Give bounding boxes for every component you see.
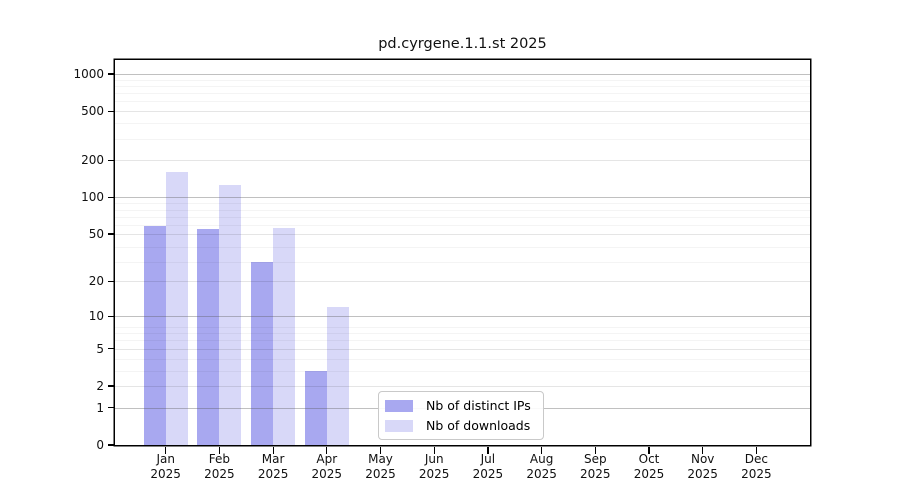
x-tick-label: Jul 2025 xyxy=(472,452,504,481)
y-axis-tick xyxy=(108,444,115,446)
y-axis-tick xyxy=(108,73,115,75)
minor-gridline xyxy=(115,93,810,95)
gridline xyxy=(115,111,810,113)
y-axis-tick xyxy=(108,110,115,112)
gridline xyxy=(115,73,810,75)
y-tick-label: 1 xyxy=(96,400,104,415)
gridline xyxy=(115,160,810,162)
y-tick-label: 20 xyxy=(88,274,104,289)
x-tick-label: Mar 2025 xyxy=(257,452,289,481)
y-axis-tick xyxy=(108,196,115,198)
minor-gridline xyxy=(115,79,810,81)
y-tick-label: 10 xyxy=(88,309,104,324)
x-axis-tick xyxy=(755,446,758,454)
bar-downloads xyxy=(165,171,188,445)
legend-label: Nb of downloads xyxy=(426,418,531,433)
minor-gridline xyxy=(115,101,810,103)
legend-item-downloads: Nb of downloads xyxy=(385,418,535,433)
y-tick-label: 100 xyxy=(81,190,104,205)
y-tick-label: 200 xyxy=(81,153,104,168)
x-axis-tick xyxy=(218,446,221,454)
y-axis-tick xyxy=(108,385,115,387)
y-axis-tick xyxy=(108,233,115,235)
x-tick-label: Aug 2025 xyxy=(526,452,557,481)
x-axis-tick xyxy=(433,446,435,454)
y-axis-tick xyxy=(108,159,115,161)
legend-item-distinct-ips: Nb of distinct IPs xyxy=(385,398,535,413)
y-tick-label: 50 xyxy=(88,226,104,241)
y-tick-label: 1000 xyxy=(73,66,104,81)
bar-downloads xyxy=(273,227,296,445)
x-axis-tick xyxy=(648,446,650,454)
x-axis-tick xyxy=(541,446,543,454)
chart-title: pd.cyrgene.1.1.st 2025 xyxy=(378,36,547,52)
y-tick-label: 500 xyxy=(81,104,104,119)
legend-label: Nb of distinct IPs xyxy=(426,398,531,413)
x-tick-label: Feb 2025 xyxy=(204,452,235,481)
legend-swatch-distinct-ips xyxy=(385,399,413,412)
y-axis-tick xyxy=(108,280,115,283)
minor-gridline xyxy=(115,86,810,87)
x-axis-tick xyxy=(165,446,167,454)
x-tick-label: May 2025 xyxy=(365,452,396,481)
bar-distinct-ips xyxy=(197,228,220,445)
legend: Nb of distinct IPs Nb of downloads xyxy=(378,391,544,440)
x-tick-label: Dec 2025 xyxy=(741,452,772,481)
bar-downloads xyxy=(326,307,349,445)
x-tick-label: Jun 2025 xyxy=(418,452,450,481)
plot-area xyxy=(115,60,810,445)
minor-gridline xyxy=(115,123,810,125)
y-tick-label: 0 xyxy=(96,438,104,452)
bar-distinct-ips xyxy=(143,226,166,445)
y-tick-label: 5 xyxy=(96,341,104,356)
x-axis-tick xyxy=(379,446,382,454)
y-tick-label: 2 xyxy=(96,378,104,393)
y-axis-tick xyxy=(108,348,115,350)
x-axis-tick xyxy=(487,446,489,454)
bar-distinct-ips xyxy=(304,370,327,445)
x-tick-label: Sep 2025 xyxy=(580,452,611,481)
x-axis-tick xyxy=(272,446,274,454)
x-axis-tick xyxy=(326,446,328,454)
bar-distinct-ips xyxy=(251,262,274,445)
y-axis-tick xyxy=(108,407,115,409)
x-tick-label: Oct 2025 xyxy=(633,452,665,481)
x-tick-label: Apr 2025 xyxy=(311,452,343,481)
bar-downloads xyxy=(219,185,242,445)
x-axis-tick xyxy=(702,446,704,454)
x-tick-label: Jan 2025 xyxy=(150,452,181,481)
x-axis-tick xyxy=(594,446,596,454)
x-tick-label: Nov 2025 xyxy=(687,452,718,481)
minor-gridline xyxy=(115,138,810,140)
y-axis-tick xyxy=(108,315,115,317)
legend-swatch-downloads xyxy=(385,419,413,432)
